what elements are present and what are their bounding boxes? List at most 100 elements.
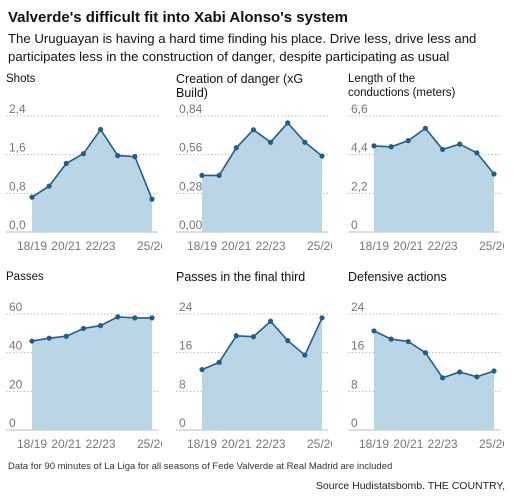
data-point <box>97 126 104 133</box>
panel-title: Length of the conductions (meters) <box>348 73 456 99</box>
data-point <box>216 172 222 178</box>
y-tick-label: 4,4 <box>351 141 368 155</box>
x-tick-label: 25/26 <box>137 239 162 252</box>
x-tick-label: 25/26 <box>137 437 162 450</box>
y-tick-label: 0,0 <box>9 218 26 232</box>
data-point <box>250 127 257 133</box>
x-tick-label: 20/21 <box>221 239 251 252</box>
panel-length-of-conductions: 0 2,2 4,4 6,6 18/19 20/21 22/23 25/26 Length of… <box>342 70 504 252</box>
chart-svg: 0 2,2 4,4 6,6 18/19 20/21 22/23 25/26 <box>348 102 504 252</box>
x-tick-label: 25/26 <box>307 239 332 252</box>
data-point <box>250 334 257 340</box>
panel-title: Defensive actions <box>348 270 447 284</box>
data-point <box>405 138 411 144</box>
data-point <box>63 160 69 166</box>
data-point <box>29 194 35 200</box>
data-point <box>302 139 308 145</box>
x-tick-label: 18/19 <box>359 239 389 252</box>
series-line <box>373 330 495 379</box>
series-area <box>202 122 322 232</box>
data-point <box>439 146 446 152</box>
series-line <box>31 316 152 342</box>
data-point <box>285 337 291 344</box>
panel-title: Creation of danger (xG Build) <box>176 72 304 100</box>
data-point <box>199 366 205 373</box>
y-tick-label: 6,6 <box>351 102 368 116</box>
chart-svg: 0,00 0,28 0,56 0,84 18/19 20/21 22/23 25/26 <box>176 102 332 252</box>
data-point <box>132 154 138 160</box>
data-point <box>371 143 377 149</box>
data-point <box>267 139 274 145</box>
data-point <box>457 369 463 375</box>
x-tick-label: 18/19 <box>17 437 47 450</box>
data-point <box>319 153 325 159</box>
y-tick-label: 40 <box>9 339 23 353</box>
x-tick-label: 22/23 <box>86 239 116 252</box>
y-tick-label: 0,8 <box>9 179 26 193</box>
panel-shots: 0,0 0,8 1,6 2,4 18/19 20/21 22/23 25/26 Shots <box>0 70 162 252</box>
data-point <box>46 183 52 189</box>
data-point <box>97 323 104 329</box>
data-point <box>46 335 52 341</box>
x-tick-label: 20/21 <box>51 239 81 252</box>
chart-title: Valverde's difficult fit into Xabi Alons… <box>8 9 348 26</box>
x-tick-label: 18/19 <box>17 239 47 252</box>
y-tick-label: 0 <box>351 218 358 232</box>
y-tick-label: 0,00 <box>179 218 203 232</box>
data-point <box>80 325 87 332</box>
y-tick-label: 2,2 <box>351 179 368 193</box>
series-line <box>201 317 323 371</box>
data-point <box>216 359 222 365</box>
x-tick-label: 22/23 <box>428 239 458 252</box>
y-tick-label: 60 <box>9 300 23 314</box>
series-line <box>31 128 153 200</box>
y-tick-label: 8 <box>351 377 358 391</box>
x-tick-label: 20/21 <box>393 239 423 252</box>
y-tick-label: 8 <box>179 377 186 391</box>
y-tick-label: 16 <box>179 339 193 353</box>
y-tick-label: 0 <box>9 416 16 430</box>
data-point <box>457 141 463 147</box>
chart-svg: 0 20 40 60 18/19 20/21 22/23 25/26 <box>6 300 162 450</box>
panel-passes: 0 20 40 60 18/19 20/21 22/23 25/26 Passes <box>0 268 162 450</box>
data-point <box>371 328 377 334</box>
x-tick-label: 25/26 <box>479 239 504 252</box>
data-point <box>388 144 394 150</box>
series-area <box>202 317 322 430</box>
data-point <box>319 315 325 321</box>
y-tick-label: 20 <box>9 377 23 391</box>
y-tick-label: 24 <box>351 300 365 314</box>
data-point <box>439 375 446 381</box>
y-tick-label: 0 <box>179 416 186 430</box>
footnote: Data for 90 minutes of La Liga for all s… <box>8 461 393 472</box>
data-point <box>149 315 155 321</box>
data-point <box>422 350 429 356</box>
chart-subtitle: The Uruguayan is having a hard time find… <box>8 31 477 64</box>
data-point <box>422 125 429 131</box>
panel-title: Passes <box>6 271 44 283</box>
data-point <box>132 315 138 321</box>
panel-creation-of-danger: 0,00 0,28 0,56 0,84 18/19 20/21 22/23 25/26 Cre… <box>170 70 332 252</box>
series-area <box>32 316 152 430</box>
data-point <box>491 171 497 177</box>
y-tick-label: 24 <box>179 300 193 314</box>
y-tick-label: 2,4 <box>9 102 26 116</box>
x-tick-label: 22/23 <box>428 437 458 450</box>
y-tick-label: 0,28 <box>179 179 203 193</box>
panel-title: Shots <box>6 73 36 85</box>
x-tick-label: 25/26 <box>307 437 332 450</box>
x-tick-label: 20/21 <box>51 437 81 450</box>
data-point <box>115 314 121 320</box>
x-tick-label: 20/21 <box>393 437 423 450</box>
data-point <box>199 172 205 178</box>
data-point <box>491 368 497 374</box>
data-point <box>115 153 121 159</box>
data-point <box>302 352 308 358</box>
panel-defensive-actions: 0 8 16 24 18/19 20/21 22/23 25/26 Defensive act… <box>342 268 504 450</box>
y-tick-label: 0,84 <box>179 102 203 116</box>
x-tick-label: 18/19 <box>187 239 217 252</box>
y-tick-label: 16 <box>351 339 365 353</box>
y-tick-label: 0,56 <box>179 141 203 155</box>
x-tick-label: 22/23 <box>256 437 286 450</box>
x-tick-label: 22/23 <box>256 239 286 252</box>
